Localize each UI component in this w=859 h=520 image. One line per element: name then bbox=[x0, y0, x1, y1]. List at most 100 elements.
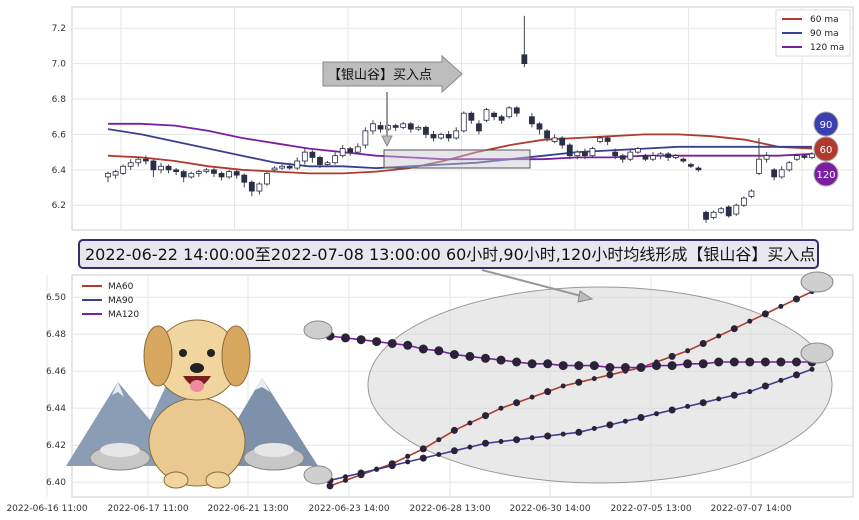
candle-body bbox=[460, 112, 467, 132]
point-MA120 bbox=[527, 359, 537, 369]
top-panel: 6.2 6.4 6.6 6.8 7.0 7.2 【银山谷】买入点 60 ma 90 ma … bbox=[52, 6, 854, 231]
point-MA120 bbox=[698, 359, 708, 369]
point-MA120 bbox=[543, 359, 553, 369]
candle-body bbox=[612, 151, 619, 157]
candle-body bbox=[657, 153, 664, 157]
point-MA60 bbox=[685, 348, 691, 354]
point-MA90 bbox=[388, 462, 396, 470]
point-MA120 bbox=[574, 361, 584, 371]
signal-banner: 2022-06-22 14:00:00至2022-07-08 13:00:00 … bbox=[78, 239, 819, 269]
candle-body bbox=[400, 123, 407, 128]
ma-line-60-ma bbox=[107, 133, 813, 175]
bottom-x-tick-label: 2022-07-07 14:00 bbox=[710, 504, 791, 514]
candle-body bbox=[165, 165, 172, 171]
candle-body bbox=[665, 153, 672, 158]
candle-body bbox=[582, 151, 588, 157]
candle-body bbox=[233, 171, 240, 176]
candle-body bbox=[756, 158, 762, 174]
point-MA90 bbox=[405, 459, 411, 465]
candle-body bbox=[317, 157, 323, 165]
point-MA60 bbox=[560, 383, 566, 389]
candle-body bbox=[173, 169, 180, 172]
ma-line-90-ma bbox=[107, 128, 812, 170]
point-MA90 bbox=[529, 435, 535, 441]
candle-body bbox=[498, 116, 505, 121]
point-MA90 bbox=[685, 403, 691, 409]
candle-body bbox=[430, 134, 437, 139]
point-MA120 bbox=[481, 353, 490, 363]
point-MA120 bbox=[636, 363, 646, 372]
top-y-tick-label: 7.2 bbox=[52, 24, 66, 34]
mountain-left-snow bbox=[112, 382, 124, 397]
candle-body bbox=[718, 208, 725, 213]
bottom-legend: MA60 MA90 MA120 bbox=[82, 282, 139, 320]
top-y-tick-label: 6.8 bbox=[52, 95, 67, 105]
candle-body bbox=[529, 116, 535, 125]
point-MA60 bbox=[436, 437, 442, 443]
candle-body bbox=[339, 148, 346, 157]
banner-text: 2022-06-22 14:00:00至2022-07-08 13:00:00 … bbox=[85, 245, 815, 264]
point-MA60 bbox=[467, 420, 473, 426]
point-MA120 bbox=[403, 340, 413, 350]
point-MA120 bbox=[341, 333, 350, 343]
point-MA120 bbox=[387, 339, 397, 348]
point-MA90 bbox=[637, 414, 645, 421]
point-MA90 bbox=[419, 454, 427, 462]
candle-body bbox=[559, 137, 566, 146]
top-y-tick-label: 6.4 bbox=[52, 166, 67, 176]
top-y-tick-label: 6.6 bbox=[52, 130, 67, 140]
candle-body bbox=[445, 134, 452, 139]
point-MA120 bbox=[776, 357, 786, 367]
bottom-x-tick-label: 2022-06-21 13:00 bbox=[207, 504, 288, 514]
point-MA120 bbox=[372, 337, 382, 347]
candle-body bbox=[476, 123, 482, 132]
point-MA90 bbox=[761, 382, 769, 390]
point-MA60 bbox=[606, 371, 614, 379]
candle-body bbox=[453, 130, 460, 139]
candle-body bbox=[332, 155, 338, 164]
badge-120 bbox=[813, 161, 839, 187]
legend-label-90ma: 90 ma bbox=[810, 29, 839, 39]
candle-body bbox=[589, 148, 596, 157]
candle-body bbox=[650, 155, 656, 160]
candle-body bbox=[286, 165, 293, 169]
candle-body bbox=[370, 123, 376, 132]
annotation-arrow-shape bbox=[322, 54, 463, 94]
point-MA60 bbox=[419, 445, 427, 453]
point-MA60 bbox=[699, 340, 707, 347]
candle-body bbox=[226, 171, 233, 178]
candles bbox=[105, 15, 815, 223]
point-MA60 bbox=[793, 295, 800, 303]
bottom-x-ticks: 2022-06-16 11:00 2022-06-17 11:00 2022-06-… bbox=[6, 504, 791, 514]
legend-label-60ma: 60 ma bbox=[810, 15, 839, 25]
candle-body bbox=[438, 134, 444, 139]
dog-nose bbox=[190, 363, 204, 373]
badge-60 bbox=[813, 136, 839, 162]
candle-body bbox=[150, 160, 157, 171]
candle-body bbox=[574, 151, 581, 157]
point-MA60 bbox=[761, 310, 769, 318]
point-MA60 bbox=[544, 388, 552, 396]
candle-body bbox=[180, 171, 187, 178]
ma-badges: 90 60 120 bbox=[813, 111, 839, 187]
dog-body bbox=[148, 397, 246, 487]
dog-tongue bbox=[190, 380, 204, 392]
ingot-mark-a bbox=[303, 320, 333, 340]
badge-90 bbox=[813, 111, 839, 137]
bottom-x-tick-label: 2022-07-05 13:00 bbox=[610, 504, 691, 514]
candle-body bbox=[112, 171, 119, 176]
point-MA60 bbox=[343, 477, 348, 483]
point-MA120 bbox=[356, 335, 366, 345]
candle-body bbox=[710, 211, 717, 219]
dog-ear-right bbox=[221, 325, 251, 387]
point-MA90 bbox=[809, 366, 815, 372]
bottom-y-tick-label: 6.46 bbox=[46, 367, 66, 377]
bottom-y-tick-label: 6.42 bbox=[46, 441, 66, 451]
candle-body bbox=[347, 148, 354, 153]
mountain-right-snow bbox=[255, 378, 270, 392]
ingot-mark-d bbox=[800, 342, 834, 364]
badge-60-label: 60 bbox=[820, 145, 833, 156]
candle-body bbox=[680, 158, 687, 162]
candle-body bbox=[218, 172, 225, 178]
bottom-panel: 6.40 6.42 6.44 6.46 6.48 6.50 2022-06-16 11:0… bbox=[6, 269, 854, 514]
